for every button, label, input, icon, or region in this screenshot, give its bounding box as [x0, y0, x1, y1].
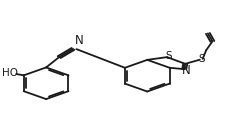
Text: S: S [197, 54, 204, 64]
Text: S: S [165, 51, 171, 61]
Text: HO: HO [2, 68, 18, 78]
Text: N: N [75, 34, 83, 48]
Text: N: N [181, 64, 190, 77]
